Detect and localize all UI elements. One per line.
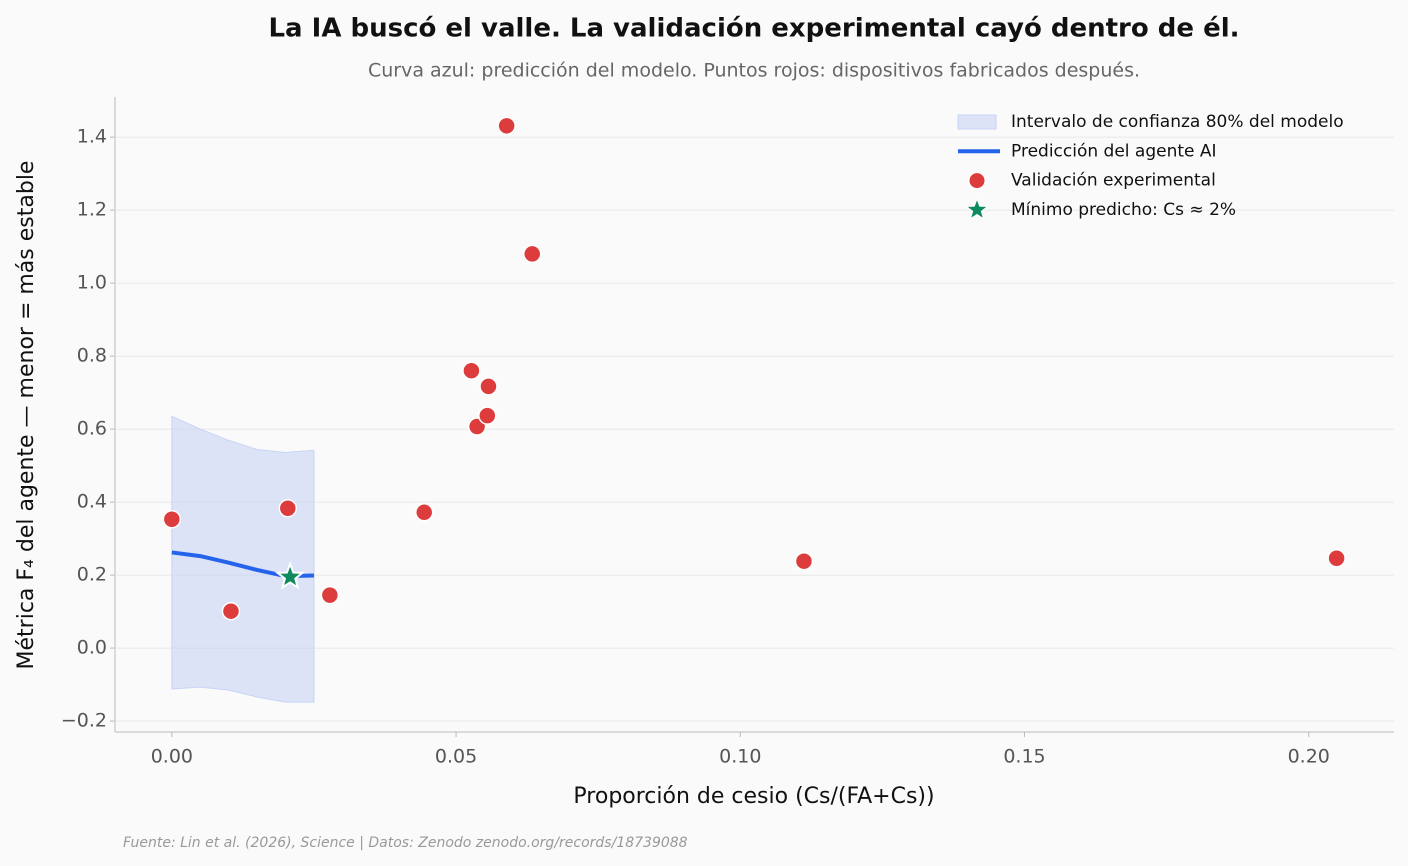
legend-label: Predicción del agente AI (1011, 141, 1217, 161)
minimum-star (274, 561, 306, 590)
y-tick-label: 1.0 (77, 272, 107, 294)
x-tick-label: 0.05 (435, 746, 477, 768)
legend-swatch (957, 114, 997, 130)
y-tick-label: 0.0 (77, 637, 107, 659)
chart-subtitle: Curva azul: predicción del modelo. Punto… (368, 60, 1140, 82)
data-point (479, 377, 498, 396)
y-tick-label: 0.2 (77, 564, 107, 586)
x-tick-label: 0.00 (151, 746, 193, 768)
y-tick-label: 1.4 (77, 126, 107, 148)
y-tick-label: −0.2 (61, 710, 107, 732)
y-tick-label: 1.2 (77, 199, 107, 221)
source-note: Fuente: Lin et al. (2026), Science | Dat… (123, 835, 688, 851)
data-point (497, 116, 516, 136)
data-point (478, 406, 497, 425)
legend-swatch (968, 172, 986, 190)
x-tick-label: 0.20 (1288, 746, 1330, 768)
confidence-band (171, 415, 315, 703)
legend-swatch (965, 197, 989, 220)
y-tick-label: 0.4 (77, 491, 107, 513)
data-point (462, 361, 481, 380)
data-point (162, 509, 182, 529)
legend-label: Validación experimental (1011, 171, 1216, 191)
data-point (522, 244, 542, 264)
x-axis-label: Proporción de cesio (Cs/(FA+Cs)) (573, 784, 934, 809)
legend-label: Mínimo predicho: Cs ≈ 2% (1011, 200, 1236, 220)
y-tick-label: 0.8 (77, 345, 107, 367)
data-point (1327, 549, 1346, 568)
y-tick-label: 0.6 (77, 418, 107, 440)
data-point (320, 585, 340, 605)
y-axis-label: Métrica F₄ del agente — menor = más esta… (14, 161, 39, 670)
chart-title: La IA buscó el valle. La validación expe… (268, 14, 1239, 44)
x-tick-label: 0.10 (719, 746, 761, 768)
x-tick-label: 0.15 (1003, 746, 1045, 768)
data-point (414, 503, 434, 522)
legend-label: Intervalo de confianza 80% del modelo (1011, 112, 1344, 132)
data-point (221, 601, 241, 621)
data-point (794, 551, 814, 571)
data-point (278, 499, 298, 518)
